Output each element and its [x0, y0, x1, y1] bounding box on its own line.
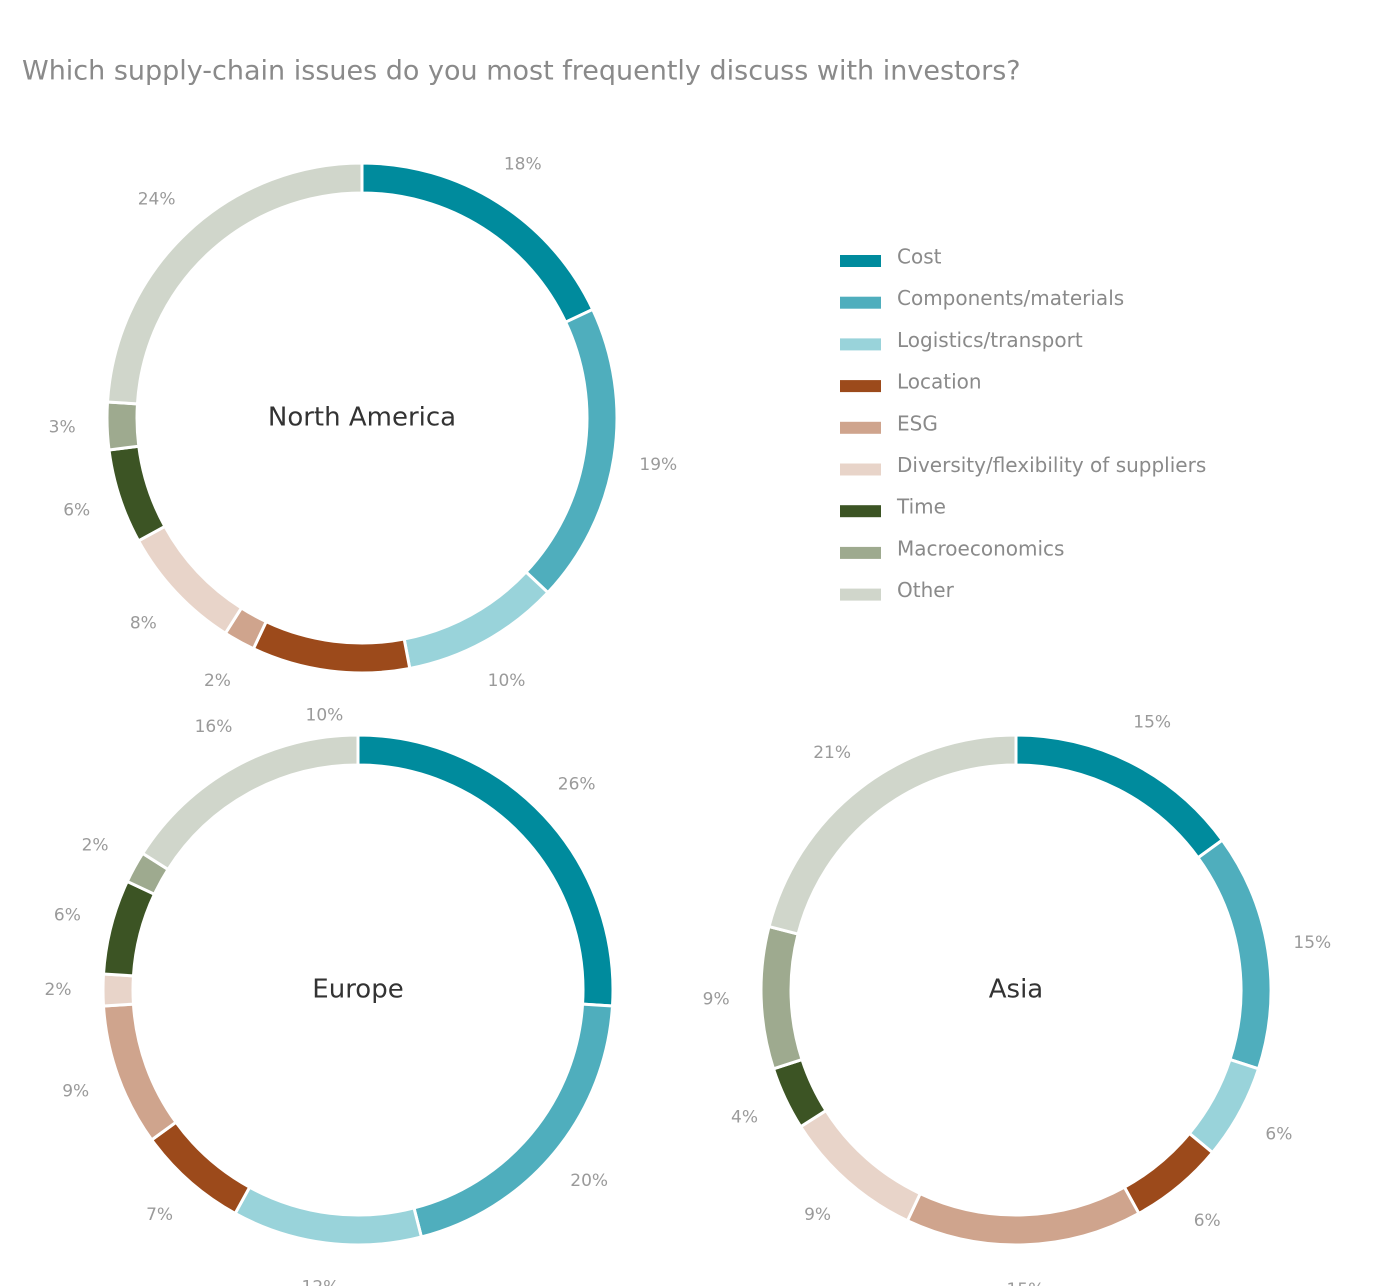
- value-label: 4%: [731, 1108, 758, 1128]
- donut-segment: [360, 161, 595, 325]
- value-label: 18%: [504, 155, 542, 175]
- donut-segment: [101, 879, 157, 978]
- legend-swatch: [840, 380, 881, 393]
- value-label: 20%: [570, 1171, 608, 1191]
- value-label: 26%: [558, 775, 596, 795]
- legend-swatch: [840, 546, 881, 559]
- donut-segment: [402, 569, 551, 671]
- legend-label: Components/materials: [897, 286, 1124, 310]
- donut-segment: [105, 161, 364, 406]
- value-label: 15%: [1007, 1280, 1045, 1286]
- legend-label: ESG: [897, 411, 938, 435]
- donut-segment: [107, 444, 167, 543]
- donut-segment: [759, 924, 804, 1071]
- donut-segment: [1187, 1057, 1261, 1155]
- legend-label: Logistics/transport: [897, 328, 1083, 352]
- value-label: 6%: [54, 905, 81, 925]
- value-label: 9%: [62, 1082, 89, 1102]
- value-label: 9%: [703, 989, 730, 1009]
- donut-segment: [523, 307, 619, 595]
- legend-label: Time: [896, 495, 946, 519]
- value-label: 2%: [45, 980, 72, 1000]
- value-label: 6%: [1194, 1211, 1221, 1231]
- legend-swatch: [840, 505, 881, 518]
- donut-segment: [412, 1002, 615, 1239]
- value-label: 7%: [146, 1205, 173, 1225]
- page-title: Which supply-chain issues do you most fr…: [22, 56, 1021, 87]
- value-label: 10%: [488, 671, 526, 691]
- donut-segment: [905, 1185, 1141, 1247]
- legend-label: Cost: [897, 245, 942, 269]
- region-label: Asia: [989, 975, 1044, 1005]
- value-label: 12%: [302, 1278, 340, 1286]
- legend-swatch: [840, 421, 881, 434]
- legend-label: Macroeconomics: [897, 536, 1064, 560]
- donut-segment: [1014, 733, 1225, 860]
- donut-segment: [233, 1185, 424, 1247]
- value-label: 15%: [1133, 713, 1171, 733]
- donut-segment: [1195, 838, 1273, 1071]
- value-label: 24%: [138, 189, 176, 209]
- donut-segment: [771, 1057, 829, 1129]
- value-label: 10%: [306, 706, 344, 726]
- legend-label: Other: [897, 578, 955, 602]
- legend-label: Location: [897, 370, 982, 394]
- donut-segment: [1122, 1131, 1215, 1216]
- value-label: 19%: [639, 455, 677, 475]
- legend-swatch: [840, 588, 881, 601]
- donut-segment: [101, 1002, 179, 1142]
- donut-segment: [140, 733, 360, 872]
- value-label: 15%: [1293, 933, 1331, 953]
- value-label: 9%: [804, 1205, 831, 1225]
- value-label: 6%: [63, 501, 90, 521]
- legend-swatch: [840, 338, 881, 351]
- value-label: 16%: [195, 717, 233, 737]
- donut-segment: [251, 619, 412, 675]
- value-label: 6%: [1265, 1125, 1292, 1145]
- value-label: 3%: [49, 417, 76, 437]
- legend-swatch: [840, 296, 881, 309]
- value-label: 21%: [813, 743, 851, 763]
- legend-label: Diversity/flexibility of suppliers: [897, 453, 1206, 477]
- donut-segment: [105, 400, 141, 452]
- value-label: 2%: [82, 835, 109, 855]
- legend-swatch: [840, 463, 881, 476]
- region-label: North America: [268, 403, 456, 433]
- donut-segment: [767, 733, 1018, 936]
- legend-swatch: [840, 255, 881, 267]
- donut-segment: [101, 972, 136, 1008]
- value-label: 2%: [204, 671, 231, 691]
- region-label: Europe: [312, 975, 403, 1005]
- value-label: 8%: [130, 613, 157, 633]
- donut-segment: [149, 1120, 252, 1216]
